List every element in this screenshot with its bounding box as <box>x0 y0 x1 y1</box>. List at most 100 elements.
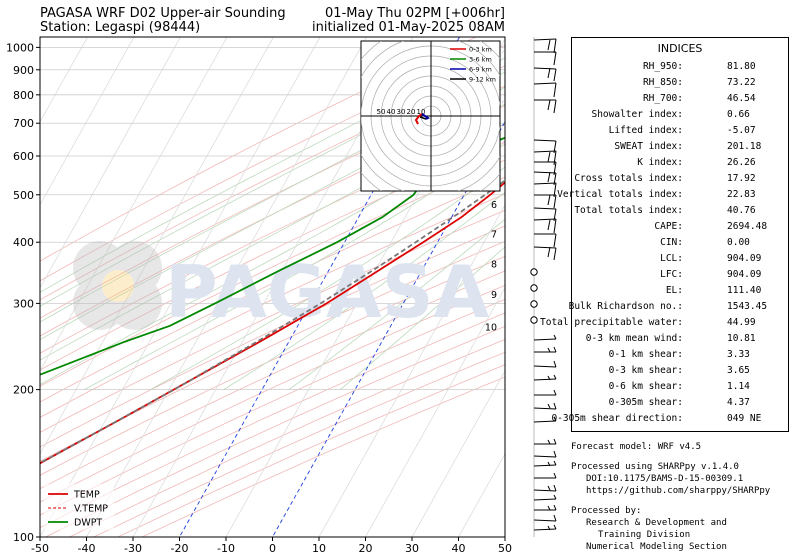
index-row: Showalter index: 0.66 <box>572 109 788 125</box>
p-tick-label: 200 <box>13 384 34 397</box>
hodograph-trace-0-3km <box>414 113 423 125</box>
index-row: 0-3 km shear: 3.65 <box>572 365 788 381</box>
index-value: 17.92 <box>727 173 756 184</box>
wind-barbs <box>530 37 557 537</box>
index-row: 0-1 km shear: 3.33 <box>572 349 788 365</box>
index-row: Bulk Richardson no.: 1543.45 <box>569 301 788 317</box>
index-row: CAPE: 2694.48 <box>572 221 788 237</box>
wind-barb <box>534 233 557 248</box>
wind-barb-staff <box>533 82 557 85</box>
org-line-2: Training Division <box>598 530 691 540</box>
hodograph-ring-label: 30 <box>397 108 406 116</box>
index-row: 0-305m shear: 4.37 <box>572 397 788 413</box>
p-tick-label: 800 <box>13 89 34 102</box>
wind-barb-flag <box>547 194 551 206</box>
hodograph-ring-label: 10 <box>417 108 426 116</box>
wind-barb-flag <box>553 360 557 368</box>
isotherm <box>40 37 135 206</box>
index-value: 111.40 <box>727 285 762 296</box>
wind-barb <box>533 494 557 501</box>
wind-barb-flag <box>553 218 557 234</box>
isotherm <box>411 370 505 537</box>
isotherm <box>40 37 42 40</box>
dry-adiabat <box>40 284 505 503</box>
index-row: K index: 26.26 <box>572 157 788 173</box>
index-row: Lifted index: -5.07 <box>572 125 788 141</box>
moist-adiabat <box>288 218 505 390</box>
p-tick-label: 100 <box>13 531 34 544</box>
index-row: Cross totals index: 17.92 <box>572 173 788 189</box>
wind-barb <box>533 150 557 166</box>
wind-barb-staff <box>533 365 557 368</box>
index-value: 4.37 <box>727 397 750 408</box>
index-label: Showalter index: <box>591 109 683 120</box>
wind-barb-staff <box>533 420 557 423</box>
moist-adiabat <box>40 103 505 361</box>
index-row: 0-6 km shear: 1.14 <box>572 381 788 397</box>
org-line-1: Research & Development and <box>586 518 727 528</box>
index-label: 0-1 km shear: <box>608 349 683 360</box>
index-value: 201.18 <box>727 141 762 152</box>
wind-barb-staff <box>533 498 557 501</box>
index-value: 1.14 <box>727 381 750 392</box>
p-tick-label: 900 <box>13 64 34 77</box>
index-value: 81.80 <box>727 61 756 72</box>
x-tick-label: 20 <box>359 542 373 555</box>
wind-barb-flag <box>547 403 551 409</box>
legend: TEMP V.TEMP DWPT <box>44 484 114 530</box>
chart-title: PAGASA WRF D02 Upper-air Sounding <box>40 6 286 21</box>
legend-label: V.TEMP <box>74 504 108 515</box>
x-tick-label: -10 <box>217 542 235 555</box>
wind-barb-staff <box>533 455 557 458</box>
x-tick-label: 10 <box>312 542 326 555</box>
index-label: CIN: <box>660 237 683 248</box>
index-label: EL: <box>665 285 683 296</box>
init-time: initialized 01-May-2025 08AM <box>311 20 505 35</box>
index-row: LCL: 904.09 <box>572 253 788 269</box>
index-label: LFC: <box>660 269 683 280</box>
index-label: RH_950: <box>642 61 683 72</box>
dry-adiabat <box>40 85 505 319</box>
isotherm <box>179 37 460 537</box>
wind-barb-staff <box>533 171 557 174</box>
index-row: LFC: 904.09 <box>572 269 788 285</box>
wind-barb-flag <box>547 219 551 231</box>
wind-barb-flag <box>553 389 557 396</box>
x-tick-label: -20 <box>171 542 189 555</box>
wind-barb <box>533 484 557 492</box>
wind-barb <box>534 194 557 209</box>
index-label: Lifted index: <box>608 125 683 136</box>
wind-barb <box>533 416 557 423</box>
wind-barb-flag <box>553 68 557 82</box>
moist-adiabat <box>223 191 505 390</box>
index-label: LCL: <box>660 253 683 264</box>
index-row: Vertical totals index: 22.83 <box>557 189 788 205</box>
index-row: Total totals index: 40.76 <box>572 205 788 221</box>
hodograph-trace-9-12km <box>419 116 427 120</box>
index-row: 0-3 km mean wind: 10.81 <box>572 333 788 349</box>
x-tick-label: 40 <box>452 542 466 555</box>
height-label: 9 <box>491 290 497 301</box>
isotherm <box>40 37 321 537</box>
index-label: 0-3 km mean wind: <box>585 333 683 344</box>
index-value: 40.76 <box>727 205 756 216</box>
wind-barb <box>533 374 557 381</box>
wind-barb-flag <box>553 233 557 248</box>
indices-panel: INDICES RH_950: 81.80 RH_850: 73.22 RH_700: 4… <box>540 37 789 432</box>
wind-barb-staff <box>533 182 557 185</box>
index-value: 10.81 <box>727 333 756 344</box>
hodograph-trace-6-9km <box>421 113 430 120</box>
wind-barb-flag <box>547 99 551 111</box>
wind-barb-staff <box>533 489 557 492</box>
forecast-model: Forecast model: WRF v4.5 <box>571 442 702 452</box>
height-label: 7 <box>491 229 497 240</box>
wind-barb <box>533 82 557 98</box>
height-label: 10 <box>485 322 497 333</box>
wind-barb-flag <box>553 247 557 261</box>
index-label: K index: <box>637 157 683 168</box>
hodograph-legend-label: 6-9 km <box>469 66 492 74</box>
valid-time: 01-May Thu 02PM [+006hr] <box>325 6 505 21</box>
doi: DOI:10.1175/BAMS-D-15-00309.1 <box>586 474 744 484</box>
wind-barb-flag <box>547 151 551 163</box>
wind-barb-flag <box>547 461 551 467</box>
